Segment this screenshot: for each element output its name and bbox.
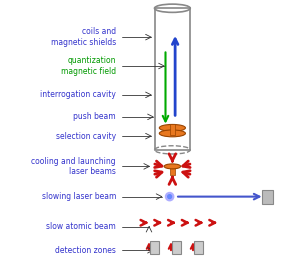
Text: detection zones: detection zones: [55, 246, 116, 255]
Text: push beam: push beam: [73, 112, 116, 121]
Bar: [150, 241, 159, 254]
Text: quantization
magnetic field: quantization magnetic field: [61, 56, 116, 76]
Ellipse shape: [159, 124, 185, 131]
Ellipse shape: [164, 164, 181, 169]
Ellipse shape: [159, 130, 185, 137]
Bar: [154, 8, 190, 150]
Text: interrogation cavity: interrogation cavity: [40, 90, 116, 99]
Bar: [194, 241, 203, 254]
Circle shape: [165, 192, 174, 201]
Circle shape: [168, 195, 172, 199]
Bar: [170, 164, 175, 175]
Bar: [172, 241, 181, 254]
Text: coils and
magnetic shields: coils and magnetic shields: [51, 28, 116, 47]
Bar: [262, 190, 273, 203]
Text: cooling and launching
laser beams: cooling and launching laser beams: [31, 157, 116, 176]
Text: slowing laser beam: slowing laser beam: [42, 192, 116, 201]
Text: selection cavity: selection cavity: [56, 132, 116, 141]
Text: slow atomic beam: slow atomic beam: [46, 222, 116, 231]
Bar: [170, 124, 175, 135]
